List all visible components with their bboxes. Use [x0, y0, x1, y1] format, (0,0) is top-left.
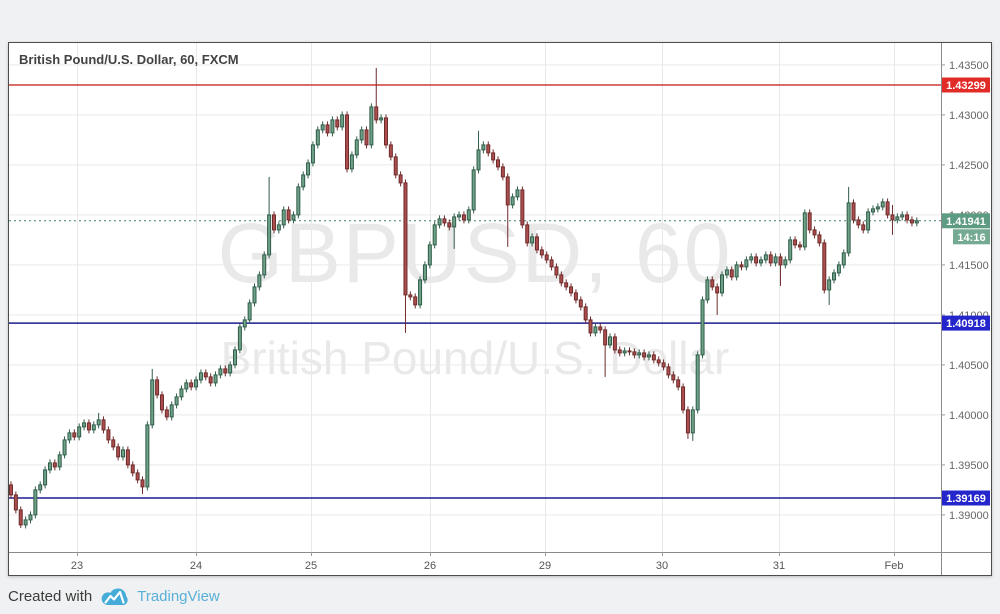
svg-text:26: 26 [424, 560, 436, 572]
svg-text:31: 31 [773, 560, 785, 572]
price-badges-layer: 1.43299 1.41941 14:16 1.40918 1.39169 [942, 77, 990, 506]
created-with-label: Created with [8, 587, 93, 605]
svg-text:1.39169: 1.39169 [946, 493, 986, 505]
price-lines-layer [9, 84, 941, 499]
svg-text:14:16: 14:16 [957, 232, 985, 244]
candles-layer [9, 67, 919, 529]
price-axis-background [941, 43, 991, 575]
svg-text:1.43000: 1.43000 [949, 110, 989, 122]
tradingview-brand-link[interactable]: TradingView [137, 587, 220, 605]
grid-layer [9, 43, 941, 552]
svg-text:1.39000: 1.39000 [949, 510, 989, 522]
svg-text:1.41941: 1.41941 [946, 216, 986, 228]
tradingview-logo-icon[interactable] [101, 585, 128, 607]
svg-text:Feb: Feb [885, 560, 904, 572]
svg-text:1.39500: 1.39500 [949, 460, 989, 472]
svg-text:29: 29 [539, 560, 551, 572]
svg-text:25: 25 [305, 560, 317, 572]
footer: Created with TradingView [8, 583, 220, 609]
svg-text:24: 24 [190, 560, 202, 572]
svg-text:1.42500: 1.42500 [949, 160, 989, 172]
svg-text:1.41500: 1.41500 [949, 260, 989, 272]
svg-text:1.43500: 1.43500 [949, 60, 989, 72]
svg-text:1.40000: 1.40000 [949, 410, 989, 422]
time-axis[interactable]: 23 24 25 26 29 30 31 Feb [71, 552, 904, 572]
price-chart[interactable]: 1.435001.430001.425001.420001.415001.410… [9, 43, 991, 575]
tradingview-chart-widget[interactable]: GBPUSD, 60 British Pound/U.S. Dollar 1.4… [8, 42, 992, 576]
svg-text:1.40500: 1.40500 [949, 360, 989, 372]
svg-text:30: 30 [656, 560, 668, 572]
svg-text:1.40918: 1.40918 [946, 318, 986, 330]
svg-text:23: 23 [71, 560, 83, 572]
svg-text:1.43299: 1.43299 [946, 80, 986, 92]
